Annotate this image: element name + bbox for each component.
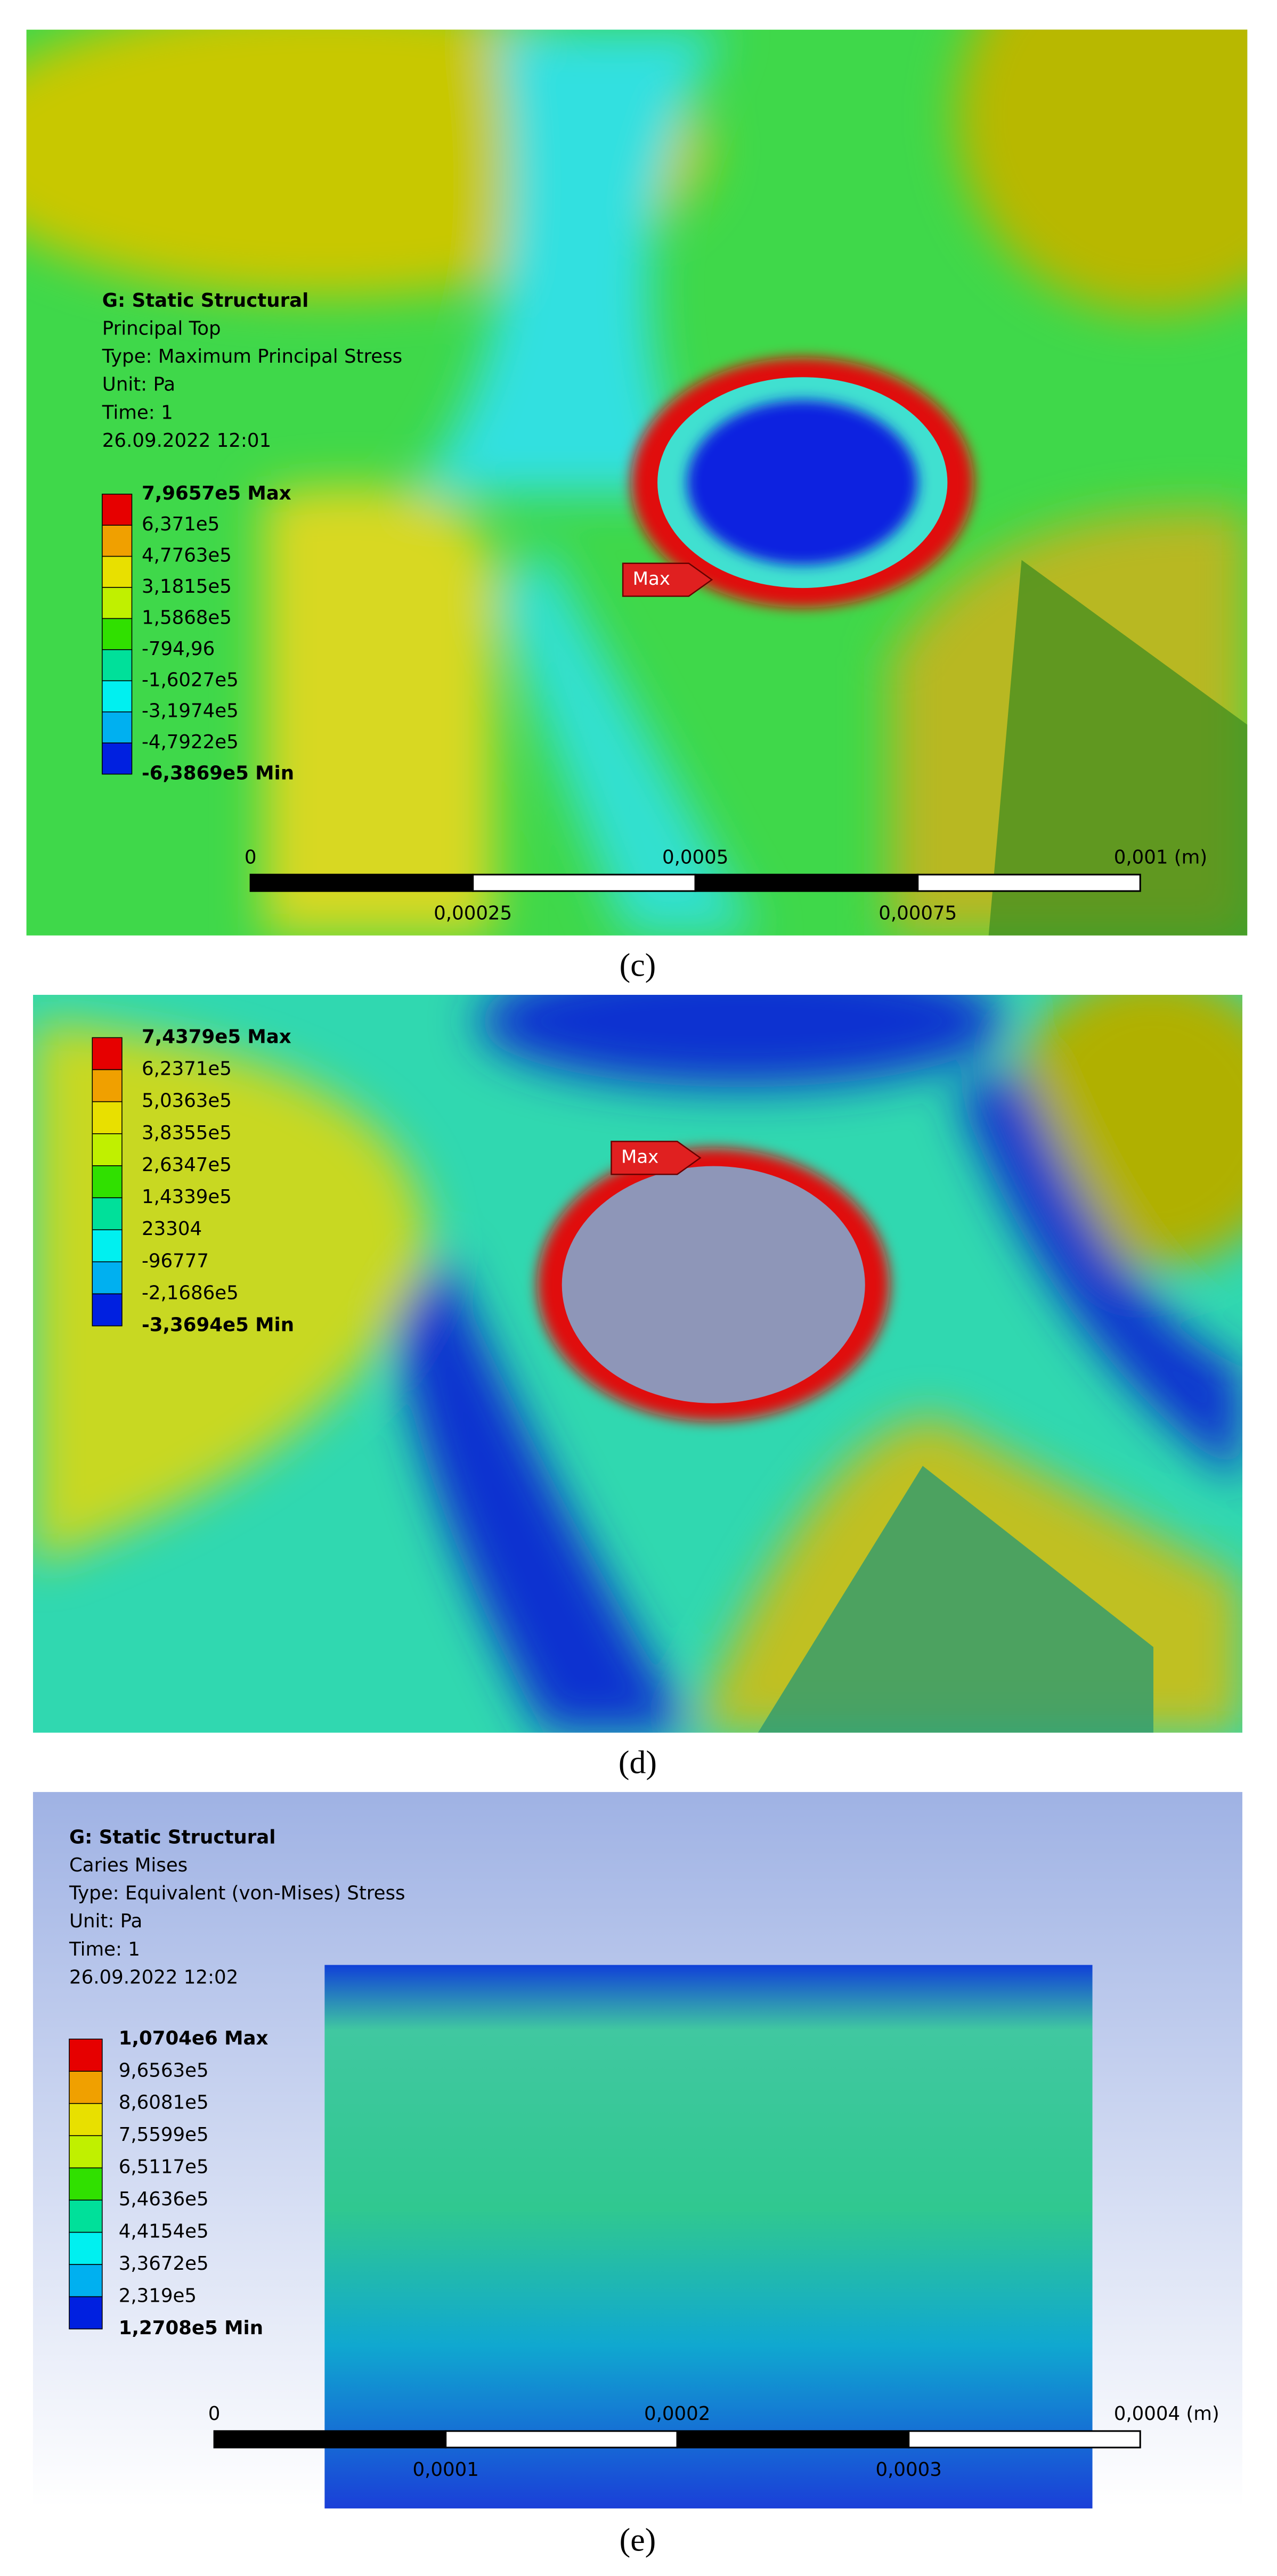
legend-label: 5,4636e5 (119, 2188, 209, 2210)
scale-bar-segment (917, 873, 1141, 892)
panel-caption: (c) (620, 947, 656, 984)
legend-band (92, 1133, 123, 1166)
legend-label: 7,9657e5 Max (142, 483, 291, 504)
scale-label: 0,0001 (412, 2459, 478, 2481)
legend-band (69, 2264, 103, 2297)
contour-e (324, 1965, 1093, 2509)
info-line: G: Static Structural (69, 1826, 275, 1848)
scale-bar-segment (213, 2430, 447, 2449)
legend-band (69, 2231, 103, 2265)
max-marker (611, 1141, 702, 1175)
scale-label: 0,001 (m) (1114, 846, 1207, 868)
legend-band (92, 1037, 123, 1070)
legend-band (102, 711, 133, 743)
legend-label: 1,2708e5 Min (119, 2317, 263, 2339)
legend-label: 3,1815e5 (142, 576, 232, 598)
scale-label: 0,0004 (m) (1114, 2403, 1219, 2425)
legend-label: 1,4339e5 (142, 1186, 232, 1208)
legend-band (102, 618, 133, 650)
info-line: Unit: Pa (69, 1910, 142, 1932)
scale-label: 0 (208, 2403, 221, 2425)
legend-label: 6,5117e5 (119, 2156, 209, 2178)
legend-label: 8,6081e5 (119, 2092, 209, 2114)
legend-label: 6,2371e5 (142, 1058, 232, 1080)
legend-band (92, 1197, 123, 1230)
legend-band (69, 2071, 103, 2104)
scale-bar-segment (694, 873, 919, 892)
legend-label: 5,0363e5 (142, 1090, 232, 1112)
legend-label: -1,6027e5 (142, 669, 239, 691)
scale-label: 0 (245, 846, 257, 868)
legend-band (92, 1069, 123, 1102)
scale-label: 0,0005 (662, 846, 728, 868)
legend-label: -96777 (142, 1250, 209, 1272)
legend-band (69, 2199, 103, 2233)
legend-band (102, 555, 133, 588)
legend-band (102, 587, 133, 619)
legend-label: 4,7763e5 (142, 545, 232, 567)
info-line: Time: 1 (102, 402, 173, 423)
legend-label: 4,4154e5 (119, 2221, 209, 2243)
legend-label: -3,1974e5 (142, 700, 239, 722)
scale-bar-segment (472, 873, 696, 892)
info-line: Principal Top (102, 318, 221, 340)
scale-label: 0,0003 (876, 2459, 942, 2481)
scale-bar-segment (249, 873, 474, 892)
legend-label: 7,4379e5 Max (142, 1026, 291, 1048)
legend-label: -4,7922e5 (142, 731, 239, 753)
legend-label: 3,8355e5 (142, 1122, 232, 1144)
scale-bar-segment (908, 2430, 1141, 2449)
legend-band (92, 1261, 123, 1295)
scale-bar-segment (676, 2430, 910, 2449)
max-label: Max (633, 568, 670, 590)
panel-caption: (d) (619, 1745, 657, 1781)
info-line: Time: 1 (69, 1939, 140, 1960)
legend-label: -794,96 (142, 638, 215, 660)
legend-band (92, 1165, 123, 1198)
info-line: Caries Mises (69, 1854, 188, 1876)
max-label: Max (621, 1147, 658, 1168)
scale-bar-segment (445, 2430, 678, 2449)
legend-band (69, 2103, 103, 2136)
info-line: 26.09.2022 12:02 (69, 1966, 238, 1988)
legend-band (102, 649, 133, 682)
legend-label: -2,1686e5 (142, 1282, 239, 1304)
legend-band (102, 680, 133, 713)
panel-caption: (e) (620, 2522, 656, 2558)
legend-band (102, 742, 133, 775)
legend-band (102, 494, 133, 526)
scale-label: 0,00075 (879, 902, 957, 924)
legend-label: 1,5868e5 (142, 607, 232, 628)
legend-label: 7,5599e5 (119, 2124, 209, 2146)
legend-label: 3,3672e5 (119, 2253, 209, 2275)
info-line: Unit: Pa (102, 374, 175, 396)
legend-band (92, 1229, 123, 1263)
scale-label: 0,0002 (644, 2403, 710, 2425)
contour-d (32, 994, 1242, 1733)
legend-band (69, 2167, 103, 2201)
info-line: Type: Maximum Principal Stress (102, 346, 402, 367)
legend-label: 6,371e5 (142, 513, 219, 535)
contour-c (26, 29, 1248, 936)
info-line: 26.09.2022 12:01 (102, 430, 271, 452)
info-line: G: Static Structural (102, 290, 308, 312)
legend-label: 2,6347e5 (142, 1154, 232, 1176)
info-line: Type: Equivalent (von-Mises) Stress (69, 1883, 405, 1904)
legend-band (102, 525, 133, 557)
legend-label: 1,0704e6 Max (119, 2027, 269, 2049)
legend-label: 9,6563e5 (119, 2059, 209, 2081)
legend-band (69, 2135, 103, 2169)
legend-label: 23304 (142, 1218, 202, 1240)
legend-label: -3,3694e5 Min (142, 1314, 294, 1336)
legend-label: 2,319e5 (119, 2285, 197, 2307)
legend-label: -6,3869e5 Min (142, 763, 294, 784)
max-marker (622, 562, 713, 597)
legend-band (69, 2039, 103, 2072)
scale-label: 0,00025 (434, 902, 512, 924)
legend-band (69, 2296, 103, 2329)
legend-band (92, 1293, 123, 1327)
legend-band (92, 1101, 123, 1134)
